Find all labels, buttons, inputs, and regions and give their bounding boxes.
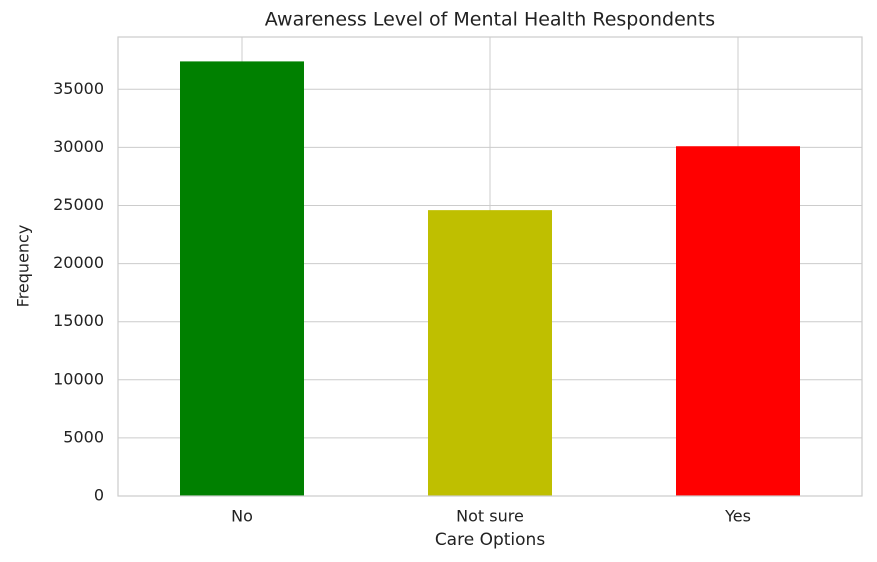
chart-title: Awareness Level of Mental Health Respond… (265, 9, 715, 31)
x-tick-label: Yes (724, 507, 751, 526)
y-tick-label: 0 (94, 486, 104, 505)
y-tick-label: 25000 (53, 195, 104, 214)
bar (428, 210, 552, 496)
x-tick-label: No (231, 507, 253, 526)
y-tick-label: 20000 (53, 253, 104, 272)
y-tick-label: 15000 (53, 311, 104, 330)
plot-frame (117, 36, 863, 497)
y-tick-label: 30000 (53, 137, 104, 156)
x-axis-label: Care Options (435, 530, 546, 550)
y-tick-label: 5000 (63, 427, 104, 446)
x-tick-label: Not sure (456, 507, 524, 526)
bar (180, 61, 304, 497)
y-axis-label: Frequency (14, 225, 33, 308)
bar (676, 146, 800, 496)
y-tick-label: 35000 (53, 79, 104, 98)
y-tick-label: 10000 (53, 369, 104, 388)
